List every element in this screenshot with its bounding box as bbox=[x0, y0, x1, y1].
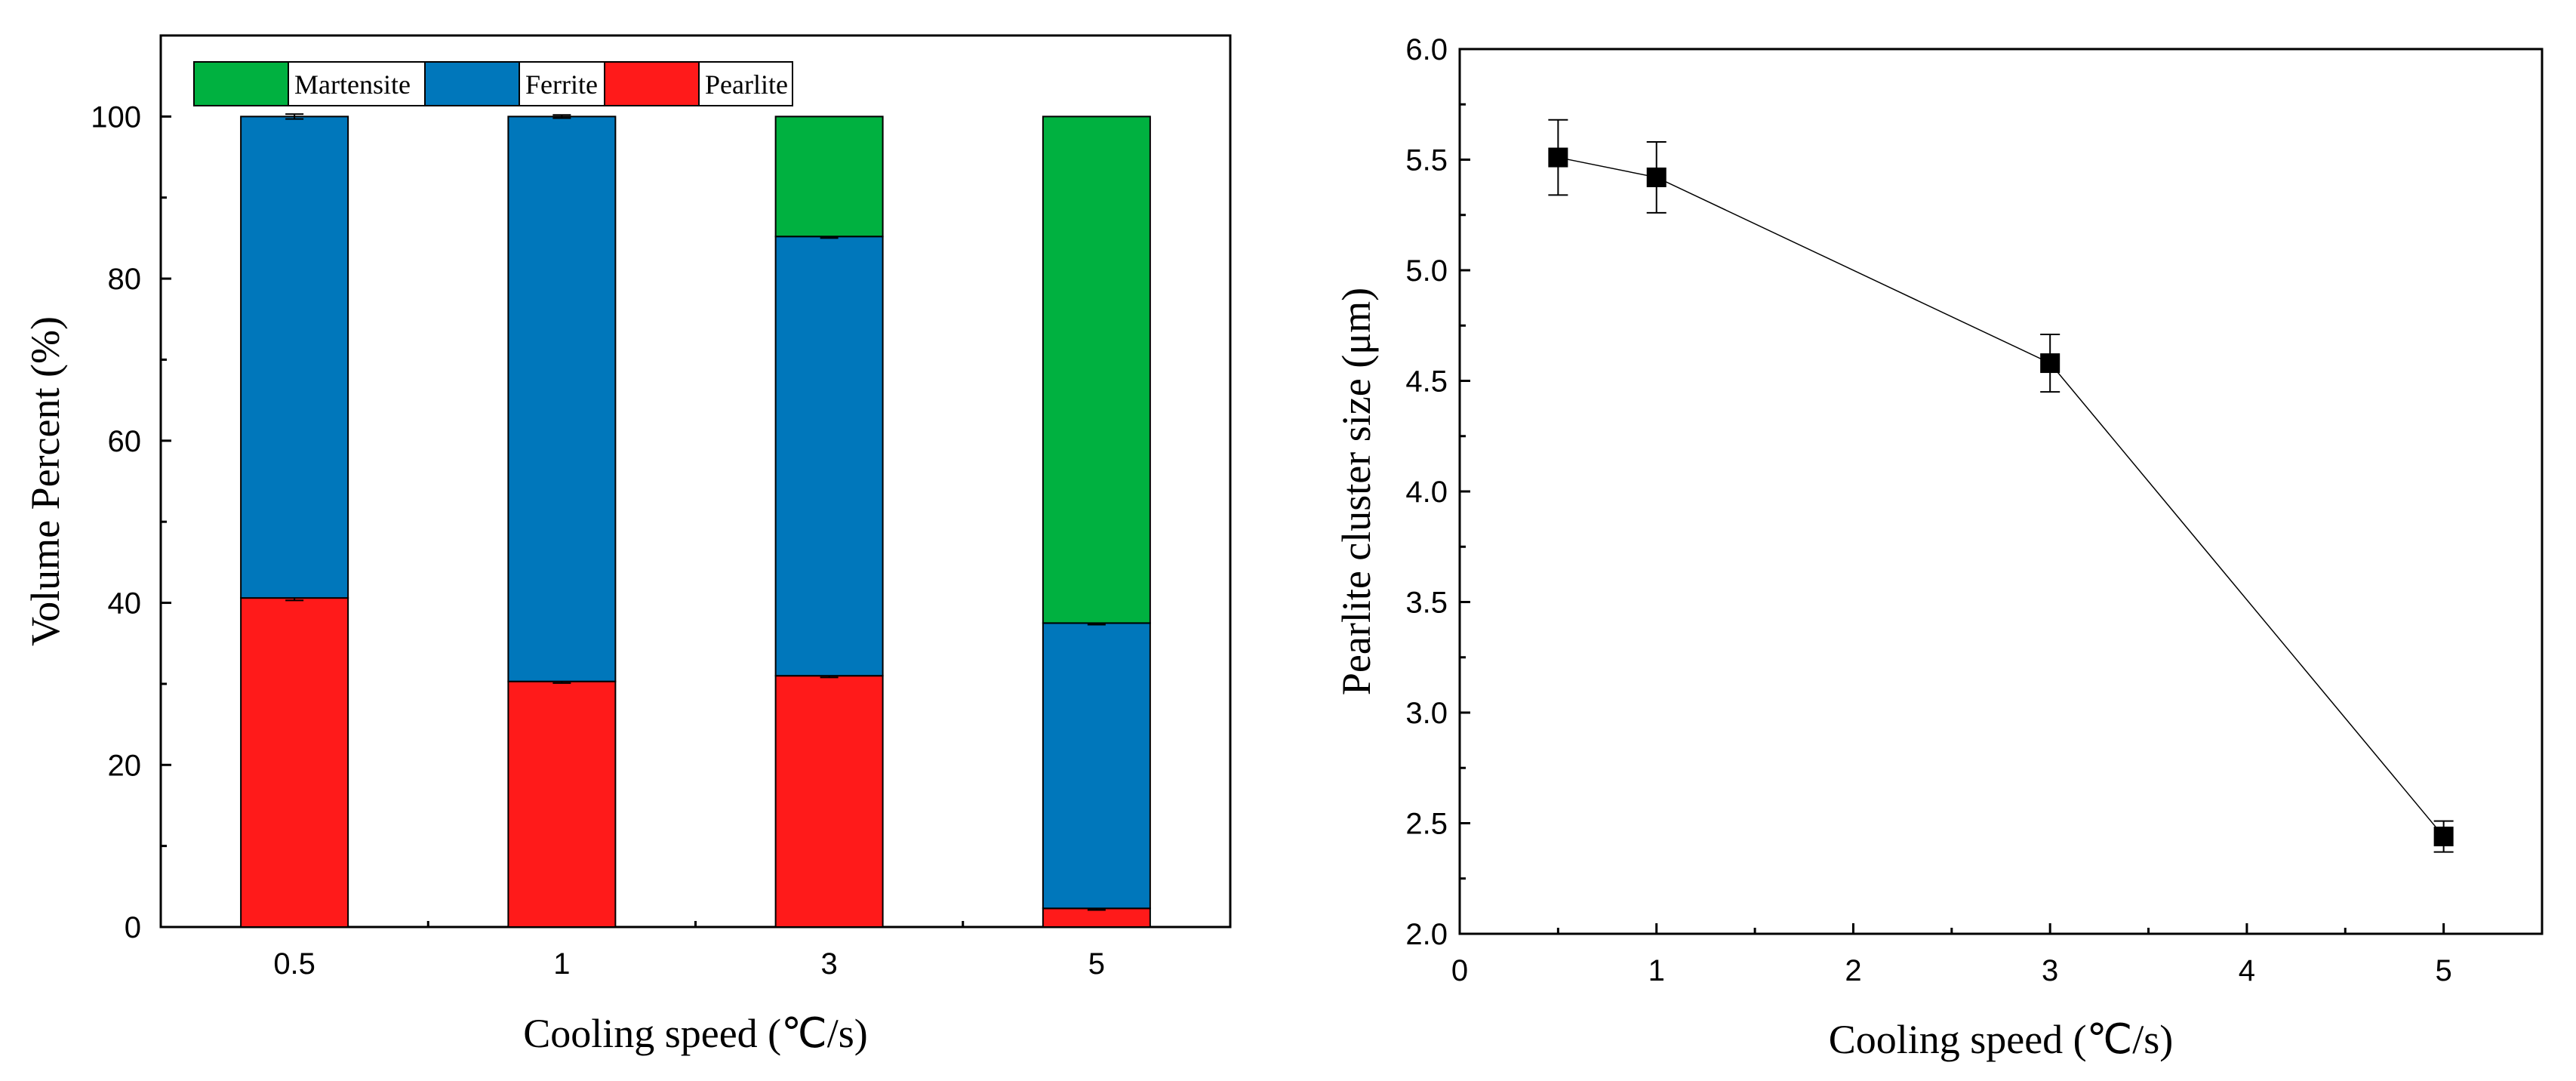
bar-segment-pearlite bbox=[240, 597, 349, 928]
y-tick-label: 2.0 bbox=[1405, 918, 1448, 951]
y-tick-label: 3.5 bbox=[1405, 587, 1448, 620]
legend-swatch-martensite bbox=[193, 61, 289, 106]
x-axis-title: Cooling speed (℃/s) bbox=[523, 1011, 868, 1056]
x-tick-label: 4 bbox=[2239, 954, 2255, 987]
y-tick-label: 5.0 bbox=[1405, 254, 1448, 288]
x-tick-label: 0 bbox=[1451, 954, 1468, 987]
x-tick-label: 1 bbox=[553, 947, 570, 981]
x-tick-label: 0.5 bbox=[273, 947, 315, 981]
plot-frame bbox=[1458, 48, 2544, 935]
legend-label-martensite: Martensite bbox=[294, 69, 411, 100]
bar-segment-ferrite bbox=[240, 115, 349, 599]
stacked-bar-chart: 0 20 40 60 80 100 0.5 1 3 5 Cooling speed (℃/s) Vol… bbox=[23, 34, 1232, 1056]
y-axis-title: Volume Percent (%) bbox=[23, 316, 68, 646]
y-tick-label: 0 bbox=[125, 911, 141, 944]
y-tick-label: 3.0 bbox=[1405, 697, 1448, 730]
y-tick-label: 4.5 bbox=[1405, 365, 1448, 399]
y-tick-label: 6.0 bbox=[1405, 33, 1448, 66]
y-tick-label: 5.5 bbox=[1405, 144, 1448, 177]
x-tick-label: 3 bbox=[2042, 954, 2058, 987]
data-point bbox=[2040, 353, 2060, 374]
bar-segment-pearlite bbox=[1042, 907, 1151, 929]
bar-segment-pearlite bbox=[507, 680, 617, 928]
legend-swatch-ferrite bbox=[424, 61, 520, 106]
y-tick-label: 60 bbox=[108, 425, 142, 458]
x-tick-label: 5 bbox=[2436, 954, 2452, 987]
legend-label-pearlite: Pearlite bbox=[705, 69, 788, 100]
y-tick-label: 40 bbox=[108, 587, 142, 621]
y-axis-title: Pearlite cluster size (μm) bbox=[1334, 288, 1379, 695]
x-tick-label: 3 bbox=[821, 947, 838, 981]
x-tick-label: 2 bbox=[1845, 954, 1861, 987]
series-line bbox=[1558, 156, 2445, 837]
bar-segment-ferrite bbox=[507, 115, 617, 682]
data-point bbox=[1646, 167, 1667, 187]
y-tick-label: 4.0 bbox=[1405, 476, 1448, 509]
x-axis-title: Cooling speed (℃/s) bbox=[1829, 1017, 2174, 1062]
legend-swatch-pearlite bbox=[604, 61, 700, 106]
y-tick-label: 80 bbox=[108, 263, 142, 296]
data-point bbox=[2433, 827, 2454, 847]
line-chart: 2.0 2.5 3.0 3.5 4.0 4.5 5.0 5.5 6.0 0 1 2 3 4 5 Cooling… bbox=[1334, 33, 2544, 1062]
y-tick-label: 2.5 bbox=[1405, 808, 1448, 841]
bar-segment-martensite bbox=[1042, 115, 1151, 624]
x-tick-label: 1 bbox=[1648, 954, 1665, 987]
bar-segment-ferrite bbox=[1042, 622, 1151, 910]
legend-label-ferrite: Ferrite bbox=[525, 69, 598, 100]
bar-segment-pearlite bbox=[774, 675, 884, 928]
bar-segment-martensite bbox=[774, 115, 884, 238]
y-tick-label: 100 bbox=[91, 100, 141, 134]
x-tick-label: 5 bbox=[1088, 947, 1105, 981]
bar-segment-ferrite bbox=[774, 236, 884, 677]
data-point bbox=[1548, 147, 1568, 168]
y-tick-label: 20 bbox=[108, 749, 142, 782]
